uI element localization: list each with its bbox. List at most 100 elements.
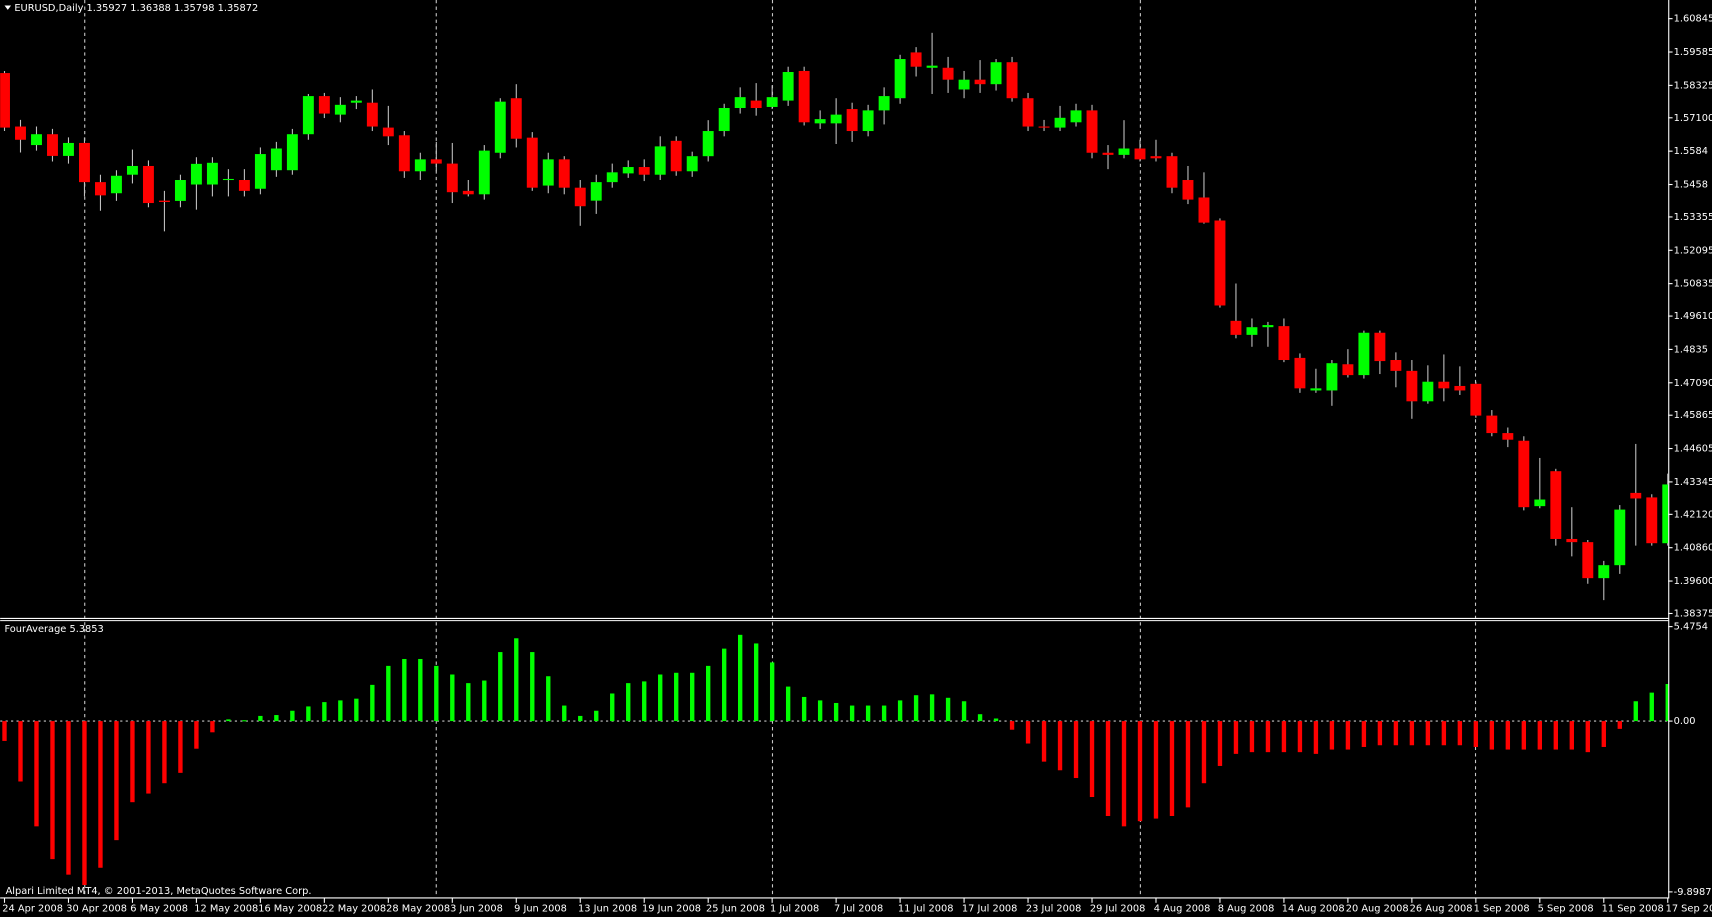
candle-body <box>638 167 650 175</box>
histogram-bar <box>642 681 647 722</box>
x-tick-label: 17 Sep 2008 <box>1666 903 1712 914</box>
histogram-bar <box>306 706 311 722</box>
y-tick-label: 1.59585 <box>1674 47 1712 58</box>
candle-body <box>254 154 266 189</box>
x-tick-label: 17 Jul 2008 <box>962 903 1018 914</box>
x-tick-label: 26 Aug 2008 <box>1410 903 1473 914</box>
histogram-bar <box>50 721 55 860</box>
candle-body <box>942 67 954 80</box>
y-tick-label: 1.5584 <box>1674 146 1708 157</box>
histogram-bar <box>706 665 711 722</box>
histogram-bar <box>98 721 103 868</box>
candle-body <box>526 137 538 188</box>
x-tick-label: 6 May 2008 <box>130 903 188 914</box>
histogram-bar <box>1457 721 1463 746</box>
candle-body <box>910 52 922 67</box>
candle-body <box>670 140 682 172</box>
candle-body <box>798 70 810 123</box>
candle-body <box>1230 320 1242 335</box>
candle-body <box>686 156 698 172</box>
y-tick-label: 0.00 <box>1674 716 1696 727</box>
histogram-bar <box>386 665 391 722</box>
candle-body <box>478 150 490 195</box>
histogram-bar <box>1089 721 1095 798</box>
candle-body <box>414 159 426 172</box>
histogram-bar <box>466 683 471 722</box>
price-panel <box>0 32 1669 601</box>
x-tick-label: 23 Jul 2008 <box>1026 903 1082 914</box>
histogram-bar <box>1025 721 1031 744</box>
candle-body <box>606 172 618 183</box>
candle-body <box>1390 360 1402 371</box>
histogram-bar <box>66 721 71 875</box>
candle-body <box>158 200 170 202</box>
candle-body <box>222 178 234 181</box>
x-tick-label: 24 Apr 2008 <box>2 903 63 914</box>
candle-body <box>1374 332 1386 362</box>
candle-body <box>1646 497 1658 544</box>
histogram-bar <box>961 701 967 722</box>
candle-body <box>350 100 362 103</box>
histogram-bar <box>594 710 599 722</box>
x-tick-label: 25 Jun 2008 <box>706 903 765 914</box>
candle-body <box>1438 381 1450 389</box>
candle-body <box>286 134 298 171</box>
histogram-bar <box>274 715 279 722</box>
histogram-bar <box>194 721 199 749</box>
candle-body <box>1182 180 1194 200</box>
candle-body <box>862 110 874 132</box>
menu-triangle[interactable] <box>4 5 12 10</box>
histogram-bar <box>450 674 455 722</box>
histogram-bar <box>993 718 999 722</box>
candle-body <box>958 79 970 90</box>
candle-body <box>846 109 858 132</box>
histogram-bar <box>370 684 375 722</box>
x-tick-label: 9 Jun 2008 <box>514 903 567 914</box>
candle-body <box>1358 332 1370 376</box>
histogram-bar <box>1265 721 1271 753</box>
candle-body <box>1102 152 1114 155</box>
x-tick-label: 13 Jun 2008 <box>578 903 637 914</box>
histogram-bar <box>690 672 695 722</box>
histogram-bar <box>1137 721 1143 822</box>
candle-body <box>142 165 154 204</box>
candle-body <box>1278 326 1290 361</box>
indicator-panel <box>0 634 1669 886</box>
candle-body <box>334 104 346 115</box>
histogram-bar <box>929 694 935 722</box>
histogram-bar <box>130 721 135 803</box>
histogram-bar <box>769 662 775 722</box>
x-tick-label: 4 Aug 2008 <box>1154 903 1211 914</box>
candle-body <box>94 182 106 196</box>
histogram-bar <box>338 700 343 722</box>
histogram-bar <box>1281 721 1287 753</box>
y-tick-label: 1.52095 <box>1674 245 1712 256</box>
histogram-bar <box>1441 721 1447 746</box>
candle-body <box>878 96 890 111</box>
candle-body <box>318 96 330 114</box>
y-tick-label: 1.38375 <box>1674 608 1712 619</box>
chart-title: EURUSD,Daily 1.35927 1.36388 1.35798 1.3… <box>14 3 258 14</box>
indicator-title: FourAverage 5.3853 <box>5 624 104 635</box>
histogram-bar <box>1601 721 1606 747</box>
y-tick-label: 1.44605 <box>1674 444 1712 455</box>
candle-body <box>1246 327 1258 335</box>
y-tick-label: 1.47090 <box>1674 378 1712 389</box>
histogram-bar <box>1633 701 1638 722</box>
histogram-bar <box>1585 721 1590 753</box>
candle-body <box>398 135 410 172</box>
candle-body <box>1134 148 1146 160</box>
candle-body <box>814 119 826 124</box>
candle-body <box>734 97 746 109</box>
histogram-bar <box>817 700 823 722</box>
y-tick-label: -9.8987 <box>1674 887 1712 898</box>
x-tick-label: 11 Sep 2008 <box>1602 903 1664 914</box>
candle-body <box>1582 542 1594 579</box>
candle-body <box>1454 385 1466 391</box>
candle-body <box>830 114 842 124</box>
candle-body <box>110 175 122 194</box>
y-tick-label: 1.42120 <box>1674 509 1712 520</box>
histogram-bar <box>242 720 247 722</box>
candle-body <box>1406 370 1418 402</box>
candle-body <box>174 180 186 201</box>
